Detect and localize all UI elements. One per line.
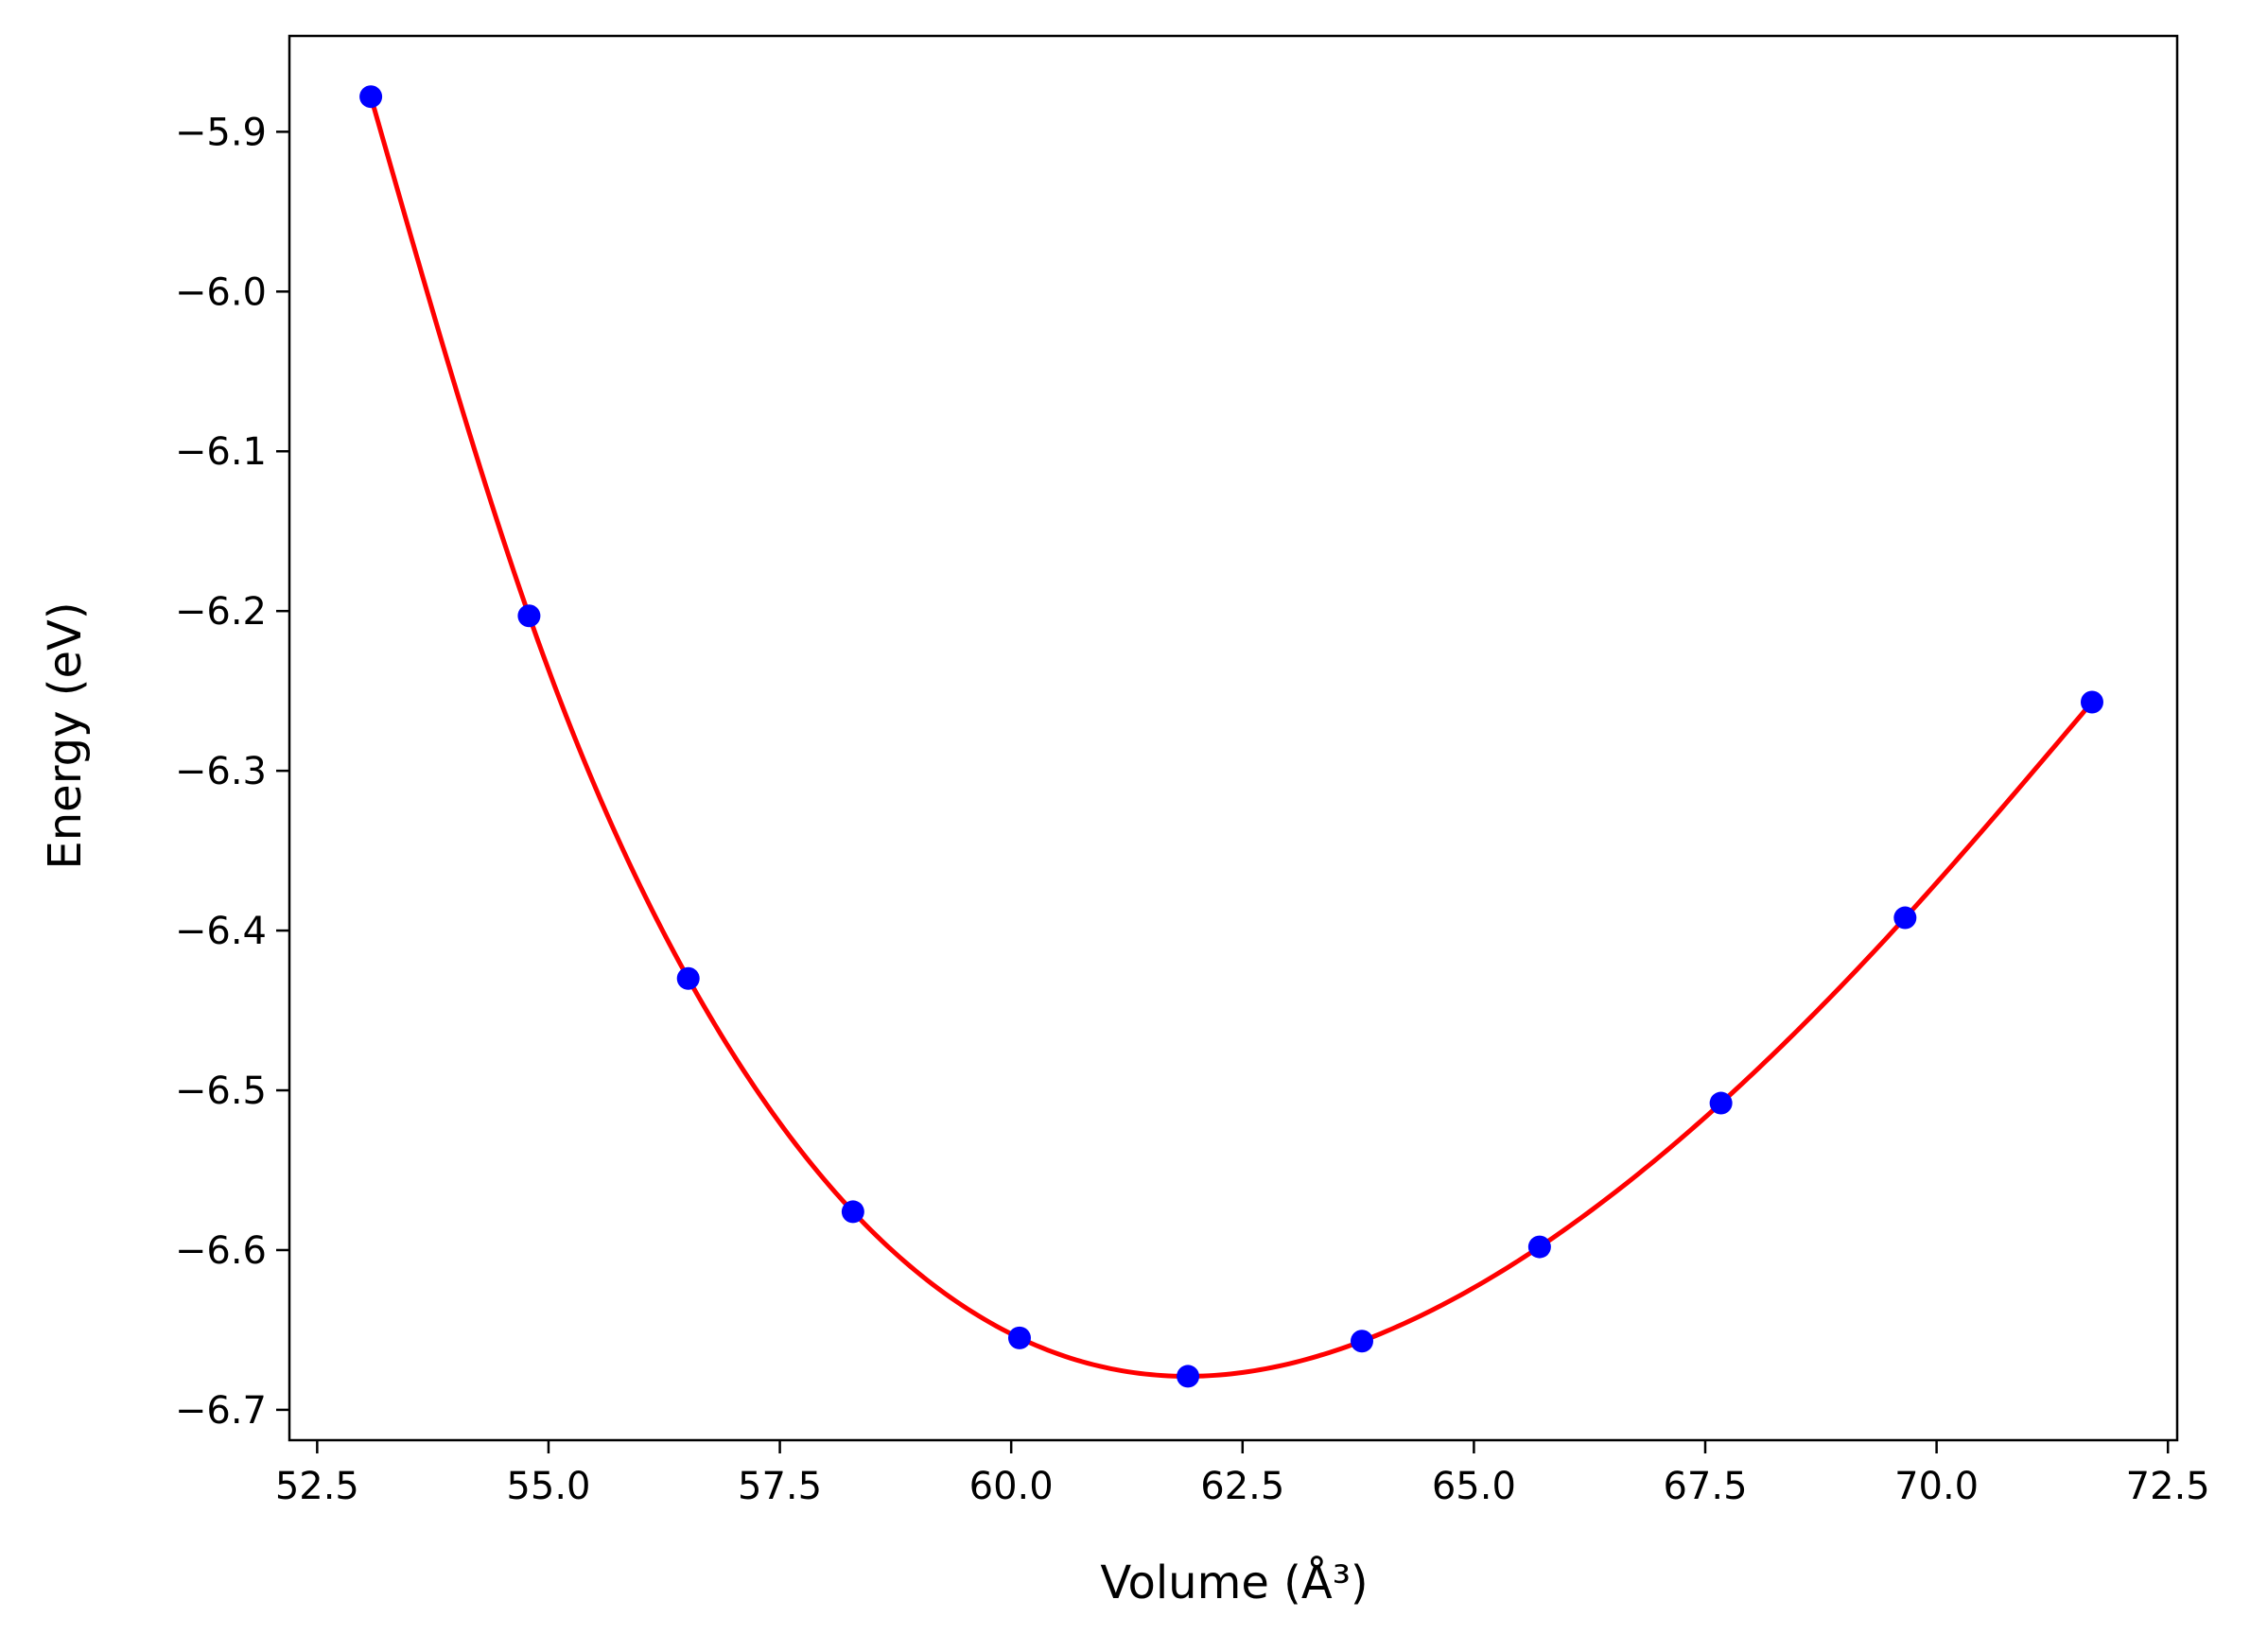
data-point xyxy=(1527,1235,1551,1259)
x-tick-label: 60.0 xyxy=(969,1465,1054,1508)
axes: 52.5 55.0 57.5 60.0 62.5 65.0 67.5 70.0 72.5 −5.9… xyxy=(175,34,2210,1508)
data-point xyxy=(1351,1330,1374,1353)
data-point xyxy=(1893,906,1917,930)
x-tick-label: 57.5 xyxy=(738,1465,822,1508)
y-tick-label: −6.0 xyxy=(175,270,267,314)
x-tick-label: 62.5 xyxy=(1200,1465,1284,1508)
data-point xyxy=(517,604,541,628)
x-tick-label: 70.0 xyxy=(1894,1465,1979,1508)
plot-area xyxy=(359,85,2103,1388)
y-tick-label: −6.6 xyxy=(175,1229,267,1273)
y-tick-label: −6.2 xyxy=(175,590,267,634)
x-axis-label: Volume (Å³) xyxy=(1100,1556,1368,1609)
y-tick-label: −6.3 xyxy=(175,750,267,793)
x-tick-label: 52.5 xyxy=(275,1465,359,1508)
data-point xyxy=(2080,690,2103,714)
data-point xyxy=(1177,1365,1200,1388)
x-tick-label: 55.0 xyxy=(506,1465,590,1508)
y-tick-label: −5.9 xyxy=(175,111,267,154)
fit-curve-line xyxy=(368,96,2094,1379)
y-tick-label: −6.1 xyxy=(175,430,267,474)
data-point xyxy=(359,85,383,109)
y-tick-label: −6.4 xyxy=(175,910,267,953)
x-tick-label: 72.5 xyxy=(2126,1465,2210,1508)
data-point xyxy=(1709,1091,1733,1115)
data-point xyxy=(1007,1326,1031,1349)
data-point xyxy=(841,1200,864,1224)
y-axis-label: Energy (eV) xyxy=(39,601,92,869)
y-tick-label: −6.7 xyxy=(175,1389,267,1433)
y-tick-label: −6.5 xyxy=(175,1069,267,1113)
plot-frame xyxy=(288,34,2179,1442)
x-tick-label: 65.0 xyxy=(1432,1465,1516,1508)
data-point xyxy=(676,966,700,990)
x-tick-label: 67.5 xyxy=(1663,1465,1747,1508)
